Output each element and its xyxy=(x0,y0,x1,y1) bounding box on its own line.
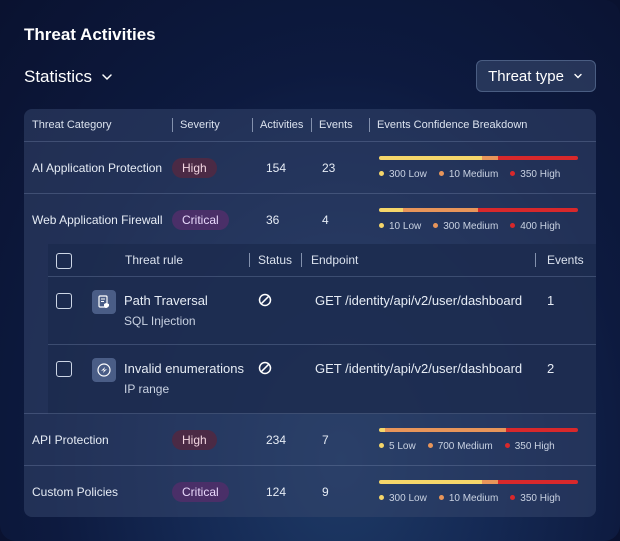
legend-low: 300 Low xyxy=(379,493,427,504)
activities-value: 36 xyxy=(266,212,280,227)
severity-badge: High xyxy=(172,157,217,178)
select-all-checkbox[interactable] xyxy=(56,253,72,269)
threat-type-dropdown[interactable]: Threat type xyxy=(476,60,596,92)
low-segment xyxy=(379,479,483,484)
header-events[interactable]: Events xyxy=(311,118,369,132)
table-header: Threat Category Severity Activities Even… xyxy=(24,109,596,141)
high-segment xyxy=(478,207,578,212)
row-checkbox[interactable] xyxy=(56,361,72,377)
legend-low: 10 Low xyxy=(379,221,421,232)
header-activities[interactable]: Activities xyxy=(252,118,311,132)
low-segment xyxy=(379,155,483,160)
header-status[interactable]: Status xyxy=(258,253,293,267)
statistics-dropdown[interactable]: Statistics xyxy=(24,67,113,87)
chevron-down-icon xyxy=(574,73,582,79)
legend-medium: 700 Medium xyxy=(427,441,493,452)
rule-subtype: SQL Injection xyxy=(124,314,196,328)
legend-high: 350 High xyxy=(504,441,555,452)
activities-value: 234 xyxy=(266,432,287,447)
activities-value: 124 xyxy=(266,484,287,499)
expanded-rules-table: Threat rule Status Endpoint Events Path … xyxy=(48,244,596,414)
legend-medium: 10 Medium xyxy=(438,493,498,504)
activities-value: 154 xyxy=(266,160,287,175)
blocked-status-icon xyxy=(258,293,272,307)
confidence-legend: 300 Low 10 Medium 350 High xyxy=(379,493,596,504)
low-segment xyxy=(379,427,385,432)
events-value: 23 xyxy=(322,160,336,175)
legend-medium: 300 Medium xyxy=(433,221,498,232)
legend-low: 300 Low xyxy=(379,169,427,180)
medium-segment xyxy=(482,479,499,484)
header-severity[interactable]: Severity xyxy=(172,118,252,132)
table-row[interactable]: Web Application Firewall Critical 36 4 1… xyxy=(24,193,596,245)
category-name: Custom Policies xyxy=(32,484,119,499)
header-endpoint[interactable]: Endpoint xyxy=(311,253,359,267)
confidence-bar xyxy=(379,207,578,212)
legend-medium: 10 Medium xyxy=(438,169,498,180)
confidence-legend: 5 Low 700 Medium 350 High xyxy=(379,441,596,452)
endpoint-value: GET /identity/api/v2/user/dashboard xyxy=(315,361,523,376)
document-shield-icon xyxy=(92,290,116,314)
header-threat-rule[interactable]: Threat rule xyxy=(125,253,184,267)
events-value: 4 xyxy=(322,212,329,227)
api-icon xyxy=(92,358,116,382)
high-segment xyxy=(498,155,578,160)
category-name: API Protection xyxy=(32,432,109,447)
confidence-legend: 300 Low 10 Medium 350 High xyxy=(379,169,596,180)
confidence-breakdown: 300 Low 10 Medium 350 High xyxy=(369,155,596,180)
blocked-status-icon xyxy=(258,361,272,375)
rule-name: Invalid enumerations xyxy=(124,361,244,376)
legend-low: 5 Low xyxy=(379,441,416,452)
rule-row[interactable]: Path Traversal SQL Injection GET /identi… xyxy=(48,276,596,344)
row-checkbox[interactable] xyxy=(56,293,72,309)
rule-row[interactable]: Invalid enumerations IP range GET /ident… xyxy=(48,344,596,412)
header-events[interactable]: Events xyxy=(547,253,584,267)
events-value: 2 xyxy=(547,361,555,376)
header-breakdown[interactable]: Events Confidence Breakdown xyxy=(369,118,596,132)
medium-segment xyxy=(402,207,479,212)
header-category[interactable]: Threat Category xyxy=(32,119,112,131)
confidence-bar xyxy=(379,155,578,160)
confidence-bar xyxy=(379,427,578,432)
chevron-down-icon xyxy=(102,74,112,81)
high-segment xyxy=(498,479,578,484)
confidence-breakdown: 5 Low 700 Medium 350 High xyxy=(369,427,596,452)
threat-table: Threat Category Severity Activities Even… xyxy=(24,109,596,517)
page-title: Threat Activities xyxy=(24,25,156,44)
legend-high: 400 High xyxy=(510,221,560,232)
severity-badge: Critical xyxy=(172,481,229,502)
rule-name: Path Traversal xyxy=(124,293,208,308)
events-value: 1 xyxy=(547,293,555,308)
severity-badge: Critical xyxy=(172,209,229,230)
legend-high: 350 High xyxy=(510,169,560,180)
table-row[interactable]: API Protection High 234 7 5 Low 700 Medi… xyxy=(24,413,596,465)
category-name: AI Application Protection xyxy=(32,160,163,175)
medium-segment xyxy=(482,155,499,160)
high-segment xyxy=(506,427,578,432)
confidence-bar xyxy=(379,479,578,484)
endpoint-value: GET /identity/api/v2/user/dashboard xyxy=(315,293,523,308)
medium-segment xyxy=(384,427,507,432)
confidence-breakdown: 300 Low 10 Medium 350 High xyxy=(369,479,596,504)
low-segment xyxy=(379,207,403,212)
confidence-legend: 10 Low 300 Medium 400 High xyxy=(379,221,596,232)
rule-subtype: IP range xyxy=(124,382,170,396)
severity-badge: High xyxy=(172,429,217,450)
threat-type-label: Threat type xyxy=(488,67,564,85)
events-value: 7 xyxy=(322,432,329,447)
rules-header: Threat rule Status Endpoint Events xyxy=(48,244,596,276)
events-value: 9 xyxy=(322,484,329,499)
table-row[interactable]: AI Application Protection High 154 23 30… xyxy=(24,141,596,193)
legend-high: 350 High xyxy=(510,493,560,504)
table-row[interactable]: Custom Policies Critical 124 9 300 Low 1… xyxy=(24,465,596,517)
statistics-label: Statistics xyxy=(24,67,93,86)
category-name: Web Application Firewall xyxy=(32,212,163,227)
confidence-breakdown: 10 Low 300 Medium 400 High xyxy=(369,207,596,232)
